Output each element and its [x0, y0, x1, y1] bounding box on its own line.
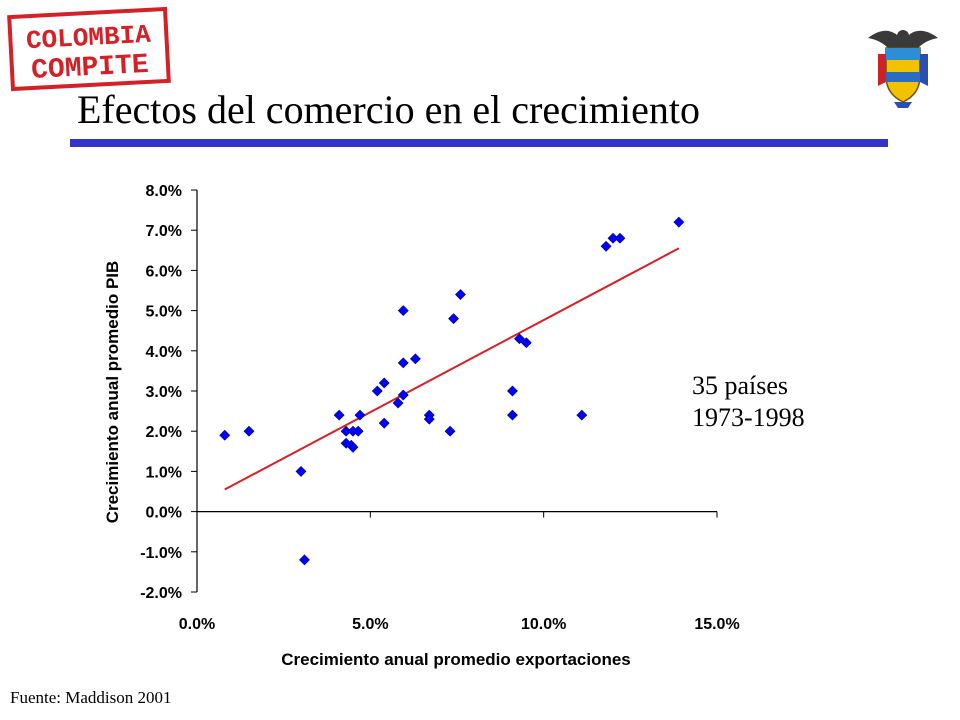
y-tick-label: 5.0%: [146, 304, 182, 321]
data-point: [600, 240, 612, 252]
data-point: [333, 409, 345, 421]
data-point: [295, 465, 307, 477]
data-point: [673, 216, 685, 228]
annotation-period: 1973-1998: [692, 403, 805, 432]
data-point: [448, 313, 459, 325]
data-point: [444, 425, 456, 437]
data-point: [455, 289, 466, 300]
data-point: [371, 385, 383, 397]
y-tick-label: -1.0%: [140, 545, 182, 562]
data-point: [397, 305, 409, 317]
title-underline: [70, 139, 888, 147]
data-point: [397, 357, 409, 369]
data-point: [347, 441, 359, 453]
y-tick-label: 4.0%: [146, 344, 182, 361]
data-point: [219, 429, 231, 441]
data-point: [378, 377, 390, 389]
logo-stamp-frame: [7, 6, 171, 92]
data-point: [409, 353, 421, 365]
y-tick-label: 2.0%: [146, 424, 182, 441]
chart-annotation: 35 países 1973-1998: [692, 370, 805, 434]
x-tick-label: 10.0%: [521, 616, 566, 633]
chart-axes: [196, 190, 717, 592]
x-axis-label: Crecimiento anual promedio exportaciones: [281, 650, 631, 669]
source-note: Fuente: Maddison 2001: [10, 688, 172, 707]
data-point: [299, 554, 310, 566]
trendline-group: [224, 247, 680, 491]
y-axis-ticks: 8.0% 7.0% 6.0% 5.0% 4.0% 3.0% 2.0% 1.0% 0.0% -1.0…: [140, 183, 197, 602]
y-tick-label: -2.0%: [140, 585, 182, 602]
x-axis-ticks: 0.0% 5.0% 10.0% 15.0%: [179, 511, 740, 633]
data-point: [513, 333, 525, 345]
data-point: [614, 232, 626, 244]
data-point: [397, 389, 409, 401]
y-axis-label: Crecimiento anual promedio PIB: [103, 261, 122, 524]
data-point: [378, 417, 390, 429]
coat-of-arms-icon: [868, 30, 938, 108]
data-point: [243, 425, 255, 437]
data-point: [507, 409, 518, 421]
y-tick-label: 6.0%: [146, 263, 182, 280]
data-point: [520, 337, 532, 349]
x-tick-label: 15.0%: [694, 616, 739, 633]
data-point: [392, 397, 404, 409]
y-tick-label: 1.0%: [146, 464, 182, 481]
data-point: [507, 385, 518, 397]
colombia-compite-logo: COLOMBIA COMPITE: [7, 6, 171, 92]
data-point: [576, 409, 588, 421]
logo-line-1: COLOMBIA: [25, 20, 152, 57]
y-tick-label: 0.0%: [146, 505, 182, 522]
logo-line-2: COMPITE: [30, 50, 149, 87]
data-point: [423, 413, 435, 425]
data-point: [354, 409, 366, 421]
y-tick-label: 7.0%: [146, 223, 182, 240]
annotation-country-count: 35 países: [692, 371, 789, 400]
data-point: [352, 425, 364, 437]
slide-title: Efectos del comercio en el crecimiento: [77, 87, 701, 132]
trendline: [224, 247, 680, 491]
data-points: [219, 216, 685, 566]
x-tick-label: 5.0%: [352, 616, 388, 633]
y-tick-label: 3.0%: [146, 384, 182, 401]
x-tick-label: 0.0%: [179, 616, 215, 633]
y-tick-label: 8.0%: [146, 183, 182, 200]
